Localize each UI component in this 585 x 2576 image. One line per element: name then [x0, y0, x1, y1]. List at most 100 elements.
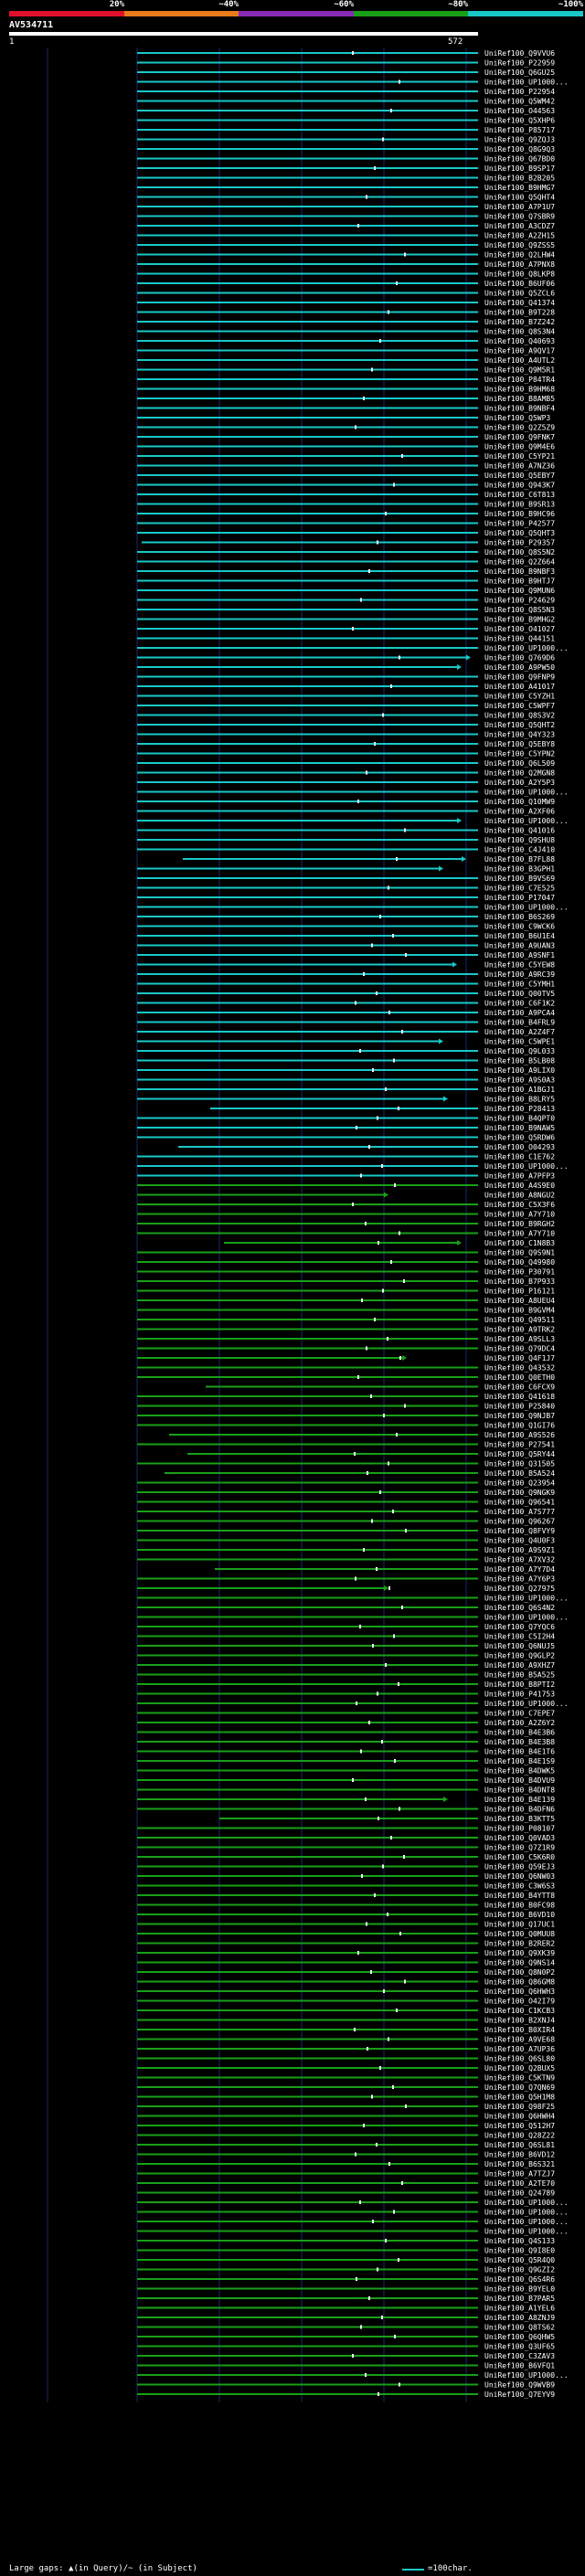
gap-marker [356, 1701, 357, 1705]
gap-marker [355, 425, 356, 429]
gap-marker [372, 2220, 374, 2223]
hit-label: UniRef100_Q2MGN8 [484, 769, 555, 778]
hit-arrow [402, 1355, 407, 1361]
hit-label: UniRef100_B9HM68 [484, 386, 555, 394]
gap-marker [379, 339, 381, 343]
gap-marker [363, 397, 365, 400]
hit-label: UniRef100_A8NGU2 [484, 1192, 555, 1200]
hit-label: UniRef100_B9HTJ7 [484, 578, 555, 586]
hit-label: UniRef100_Q9GZI2 [484, 2266, 555, 2274]
gap-marker [363, 1548, 365, 1552]
gap-marker [399, 1231, 400, 1235]
hit-label: UniRef100_Q5H1M8 [484, 2094, 555, 2102]
gap-marker [393, 1058, 395, 1063]
hit-label: UniRef100_A2XF06 [484, 808, 555, 816]
hit-label: UniRef100_B5A525 [484, 1671, 555, 1680]
hit-label: UniRef100_C5YMH1 [484, 981, 555, 989]
hit-label: UniRef100_A9XHZ7 [484, 1661, 555, 1670]
hit-label: UniRef100_C3W6S3 [484, 1882, 555, 1891]
hit-label: UniRef100_P85717 [484, 126, 555, 134]
gap-marker [371, 2094, 373, 2099]
gap-marker [403, 1279, 405, 1283]
hit-label: UniRef100_C9WCK6 [484, 923, 555, 931]
hit-label: UniRef100_B6UF06 [484, 280, 555, 288]
hit-label: UniRef100_Q9FNP9 [484, 673, 555, 682]
hit-label: UniRef100_C7E525 [484, 885, 555, 893]
gap-marker [379, 1490, 381, 1494]
hit-arrow [457, 1240, 462, 1246]
gap-marker [361, 1299, 363, 1302]
hit-label: UniRef100_UP1000... [484, 2218, 569, 2226]
gap-marker [405, 953, 407, 957]
hit-arrow [439, 865, 443, 872]
hit-label: UniRef100_Q28Z22 [484, 2132, 555, 2140]
hit-label: UniRef100_Q1GI76 [484, 1422, 555, 1430]
gap-marker [378, 2392, 379, 2396]
gap-marker [394, 1183, 396, 1187]
hit-label: UniRef100_Q40693 [484, 337, 555, 345]
hit-label: UniRef100_A9PCA4 [484, 1009, 555, 1017]
hit-label: UniRef100_Q6GU25 [484, 69, 555, 77]
hit-label: UniRef100_Q96541 [484, 1499, 555, 1507]
hit-label: UniRef100_UP1000... [484, 2199, 569, 2207]
hit-label: UniRef100_P28413 [484, 1105, 555, 1113]
scale-label-40: ~40% [218, 0, 239, 9]
hit-label: UniRef100_Q86GM8 [484, 1978, 555, 1987]
hit-label: UniRef100_B9RGH2 [484, 1220, 555, 1228]
gap-marker [361, 1874, 363, 1878]
hit-label: UniRef100_P08107 [484, 1825, 555, 1833]
hit-label: UniRef100_Q9ZSS5 [484, 241, 555, 249]
hit-label: UniRef100_A9PW50 [484, 663, 555, 672]
hit-label: UniRef100_B7FL88 [484, 855, 555, 864]
hit-label: UniRef100_P30791 [484, 1268, 555, 1277]
hit-label: UniRef100_Q8S5N2 [484, 548, 555, 557]
hit-label: UniRef100_P29357 [484, 539, 555, 547]
hit-label: UniRef100_B4FRL9 [484, 1019, 555, 1027]
hit-label: UniRef100_A7S777 [484, 1508, 555, 1516]
gap-marker [352, 1778, 354, 1782]
gap-marker [385, 1663, 387, 1667]
hit-label: UniRef100_B9NBF4 [484, 405, 555, 413]
hit-label: UniRef100_B9SP17 [484, 164, 555, 173]
gap-marker [404, 252, 406, 257]
gap-marker [388, 310, 389, 314]
gap-marker [392, 2085, 394, 2089]
gap-marker [382, 1288, 384, 1293]
gap-marker [401, 454, 403, 458]
identity-color-scale: 20% ~40% ~60% ~80% ~100% [9, 0, 583, 16]
gap-marker [377, 1116, 378, 1120]
hit-label: UniRef100_B9VS69 [484, 875, 555, 883]
scale-segment-20 [9, 11, 124, 16]
gap-marker [374, 166, 376, 170]
hit-label: UniRef100_B9GVM4 [484, 1307, 555, 1315]
hit-label: UniRef100_Q769D6 [484, 654, 555, 663]
hit-label: UniRef100_Q5XHP6 [484, 117, 555, 125]
gap-marker [374, 1893, 376, 1897]
gap-marker [394, 2335, 396, 2338]
gap-marker [383, 1414, 385, 1417]
hit-label: UniRef100_Q6SL81 [484, 2141, 555, 2149]
hit-label: UniRef100_Q9XK39 [484, 1949, 555, 1957]
gap-marker [355, 1576, 356, 1581]
hit-label: UniRef100_Q8TS62 [484, 2324, 555, 2332]
gap-marker [388, 2037, 389, 2041]
hit-label: UniRef100_Q9L033 [484, 1047, 555, 1055]
hit-label: UniRef100_B4E1T6 [484, 1748, 555, 1756]
hit-label: UniRef100_B4DWK5 [484, 1767, 555, 1776]
hit-label: UniRef100_P16121 [484, 1288, 555, 1296]
hit-arrow [466, 654, 471, 661]
gap-marker [399, 2382, 400, 2387]
hit-label: UniRef100_A7Y6P3 [484, 1575, 555, 1584]
hit-label: UniRef100_Q43532 [484, 1364, 555, 1373]
hit-label: UniRef100_A7Y7D4 [484, 1565, 555, 1574]
hit-label: UniRef100_A8ZNJ9 [484, 2314, 555, 2322]
hit-label: UniRef100_Q2LHW4 [484, 251, 555, 260]
gap-marker [352, 1203, 354, 1206]
gap-marker [403, 1855, 405, 1859]
hit-label: UniRef100_B4DVU9 [484, 1776, 555, 1785]
gap-marker [378, 1241, 379, 1245]
hit-label: UniRef100_A9S526 [484, 1431, 555, 1439]
hit-label: UniRef100_A9LIX0 [484, 1066, 555, 1075]
hit-label: UniRef100_Q2Z5Z9 [484, 424, 555, 432]
gap-marker [388, 1461, 389, 1466]
